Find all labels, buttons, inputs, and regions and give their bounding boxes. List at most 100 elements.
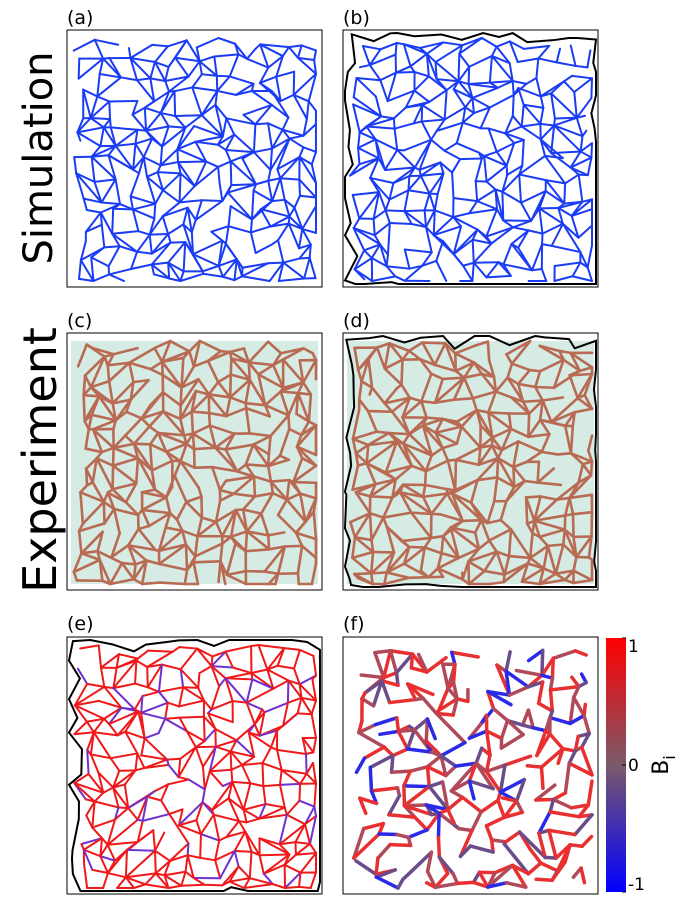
network-edge: [467, 761, 478, 783]
network-edge: [249, 782, 265, 788]
network-edge: [461, 106, 467, 124]
network-edge: [369, 176, 395, 185]
network-edge: [554, 569, 575, 575]
network-edge: [568, 843, 584, 848]
network-edge: [269, 215, 291, 228]
network-edge: [287, 679, 301, 686]
network-edge: [259, 43, 291, 49]
network-edge: [577, 173, 584, 203]
network-edge: [161, 201, 181, 218]
network-edge: [573, 813, 594, 837]
network-edge: [154, 849, 171, 862]
network-edge: [146, 663, 163, 669]
network-edge: [294, 823, 307, 844]
network-edge: [533, 495, 542, 523]
network-edge: [423, 483, 449, 491]
network-edge: [140, 559, 148, 586]
network-edge: [157, 562, 189, 572]
network-edge: [561, 746, 578, 753]
network-edge: [437, 686, 450, 713]
network-edge: [495, 550, 511, 558]
network-edge: [496, 456, 515, 469]
network-edge: [403, 210, 428, 229]
network-edge: [446, 458, 458, 463]
network-edge: [194, 746, 204, 768]
network-edge: [479, 518, 491, 542]
network-edge: [536, 701, 555, 713]
network-edge: [146, 175, 164, 192]
network-edge: [568, 493, 594, 500]
network-edge: [77, 522, 106, 533]
network-edge: [87, 772, 105, 794]
network-edge: [271, 239, 280, 245]
network-edge: [89, 355, 106, 389]
network-edge: [150, 241, 172, 266]
network-edge: [371, 275, 397, 282]
network-edge: [428, 192, 436, 212]
network-edge: [234, 42, 249, 60]
network-edge: [93, 38, 105, 60]
network-edge: [486, 881, 509, 889]
network-edge: [569, 452, 594, 463]
network-edge: [195, 46, 201, 63]
network-edge: [167, 241, 187, 264]
network-edge: [420, 104, 424, 123]
network-edge: [424, 459, 450, 473]
network-edge: [363, 249, 373, 260]
network-edge: [84, 223, 103, 233]
network-edge: [419, 546, 426, 573]
network-edge: [164, 75, 190, 82]
panel-label: (f): [343, 613, 365, 635]
network-edge: [550, 152, 572, 169]
network-edge: [287, 222, 304, 231]
network-edge: [87, 413, 93, 431]
network-edge: [403, 248, 411, 270]
network-edge: [281, 46, 291, 58]
network-edge: [221, 275, 236, 282]
network-edge: [202, 715, 206, 743]
network-edge: [485, 164, 508, 183]
network-edge: [257, 644, 286, 650]
network-edge: [479, 798, 500, 814]
network-edge: [533, 519, 541, 539]
network-edge: [200, 199, 224, 202]
network-edge: [407, 189, 431, 195]
network-edge: [368, 64, 382, 82]
network-edge: [301, 228, 317, 234]
network-edge: [408, 264, 424, 270]
network-edge: [184, 114, 203, 129]
network-edge: [366, 409, 394, 414]
network-edge: [441, 376, 466, 381]
network-edge: [536, 680, 545, 706]
network-edge: [471, 96, 491, 109]
network-edge: [102, 126, 117, 147]
network-edge: [224, 443, 255, 451]
network-edge: [107, 379, 114, 405]
network-edge: [490, 427, 513, 439]
network-edge: [521, 399, 544, 404]
network-edge: [111, 446, 115, 467]
network-edge: [190, 389, 198, 413]
network-edge: [298, 256, 311, 260]
network-edge: [365, 125, 377, 141]
network-edge: [471, 228, 479, 241]
network-edge: [489, 838, 508, 844]
network-edge: [214, 499, 222, 524]
network-edge: [103, 685, 123, 709]
network-edge: [245, 817, 261, 824]
network-edge: [582, 713, 591, 736]
network-edge: [572, 569, 594, 582]
network-edge: [279, 93, 295, 103]
network-edge: [538, 190, 547, 210]
network-edge: [179, 746, 197, 760]
network-edge: [267, 434, 272, 456]
network-edge: [212, 813, 221, 842]
network-edge: [96, 530, 104, 553]
network-edge: [107, 154, 117, 181]
network-edge: [107, 144, 117, 157]
network-edge: [377, 821, 386, 836]
network-edge: [402, 784, 407, 808]
network-edge: [296, 56, 316, 62]
network-edge: [382, 745, 395, 758]
network-edge: [207, 712, 234, 724]
